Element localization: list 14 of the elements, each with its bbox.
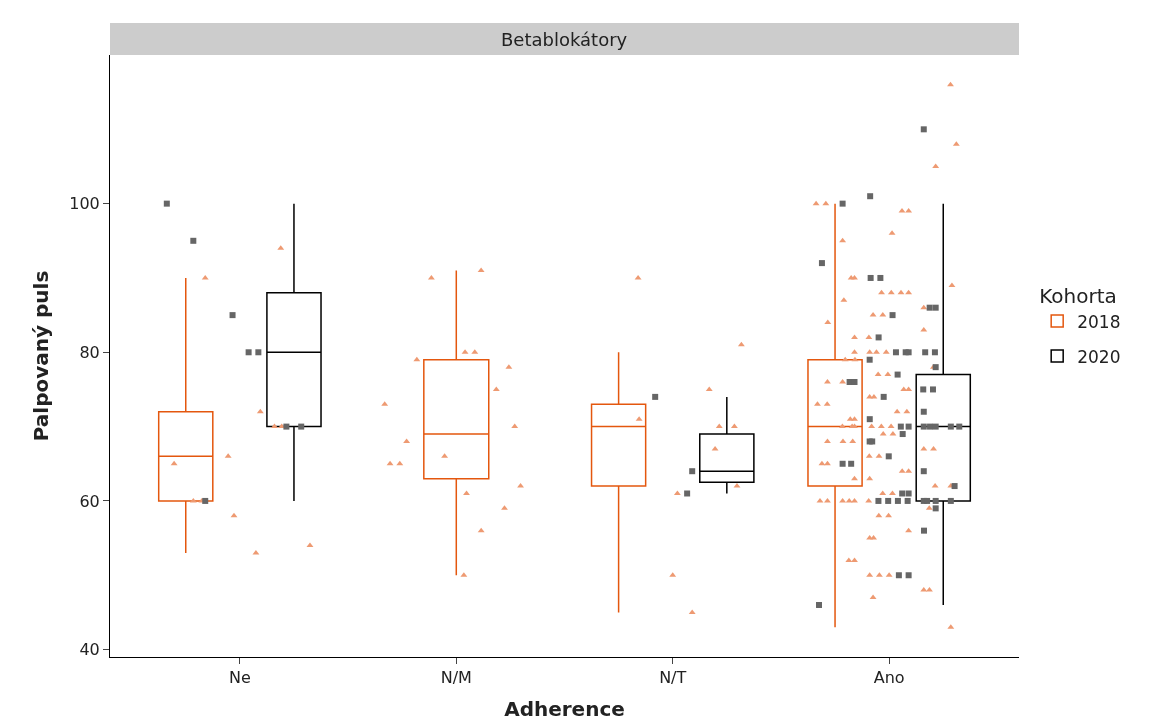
x-tick-label: Ne <box>228 668 251 688</box>
x-tick-label: N/M <box>440 668 472 688</box>
y-tick-label: 40 <box>79 640 100 660</box>
legend-label: 2018 <box>1077 311 1121 332</box>
chart-title: Betablokátory <box>501 29 628 50</box>
y-axis-title: Palpovaný puls <box>28 270 53 442</box>
x-tick-label: N/T <box>659 668 687 688</box>
y-tick-label: 60 <box>79 491 100 511</box>
legend-title: Kohorta <box>1039 284 1117 309</box>
legend-label: 2020 <box>1077 346 1121 367</box>
x-axis-title: Adherence <box>504 696 625 721</box>
y-tick-label: 80 <box>79 342 100 362</box>
x-tick-label: Ano <box>873 668 905 688</box>
y-tick-label: 100 <box>69 194 100 214</box>
